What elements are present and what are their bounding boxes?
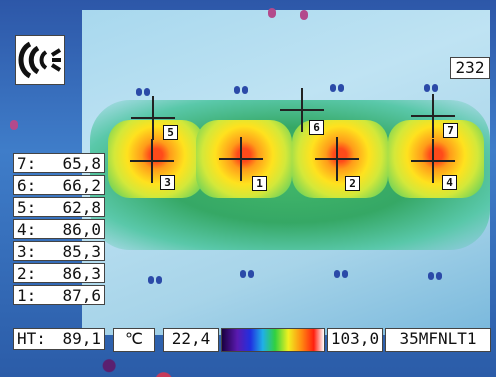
crosshair-1[interactable] <box>219 137 263 181</box>
device-code: 35MFNLT1 <box>385 328 491 352</box>
crosshair-3[interactable] <box>130 139 174 183</box>
marker-label-7: 7 <box>443 123 458 138</box>
scale-max-value: 103,0 <box>327 328 383 352</box>
row-value: 62,8 <box>62 198 101 217</box>
crosshair-2[interactable] <box>315 137 359 181</box>
hotspot-4 <box>388 120 484 198</box>
hotspot-3 <box>108 120 204 198</box>
row-label: 7: <box>17 154 37 173</box>
crosshair-5[interactable] <box>131 96 175 140</box>
row-value: 86,0 <box>62 220 101 239</box>
row-value: 87,6 <box>62 286 101 305</box>
row-label: 6: <box>17 176 37 195</box>
marker-label-3: 3 <box>160 175 175 190</box>
component-dot <box>428 272 434 280</box>
row-label: 1: <box>17 286 37 305</box>
measurement-list: 7: 65,8 6: 66,2 5: 62,8 4: 86,0 3: 85,3 2: 86,… <box>13 153 105 307</box>
device-logo <box>15 35 65 85</box>
component-dot <box>136 88 142 96</box>
row-value: 86,3 <box>62 264 101 283</box>
row-label: 5: <box>17 198 37 217</box>
marker-label-1: 1 <box>252 176 267 191</box>
component-dot <box>148 276 154 284</box>
measurement-row: 7: 65,8 <box>13 153 105 173</box>
measurement-row: 4: 86,0 <box>13 219 105 239</box>
marker-label-5: 5 <box>163 125 178 140</box>
color-scale-bar <box>221 328 325 352</box>
ht-readout: HT: 89,1 <box>13 328 105 350</box>
component-dot <box>234 86 240 94</box>
scale-min-value: 22,4 <box>163 328 219 352</box>
component-dot <box>330 84 336 92</box>
unit-indicator[interactable]: ℃ <box>113 328 155 352</box>
component-dot <box>424 84 430 92</box>
component-dot <box>240 270 246 278</box>
row-label: 4: <box>17 220 37 239</box>
crosshair-7[interactable] <box>411 94 455 138</box>
measurement-row: 2: 86,3 <box>13 263 105 283</box>
signal-icon <box>18 41 62 79</box>
marker-label-2: 2 <box>345 176 360 191</box>
ht-value: 89,1 <box>62 329 101 348</box>
component-dot <box>10 120 18 130</box>
measurement-row: 5: 62,8 <box>13 197 105 217</box>
component-dot <box>268 8 276 18</box>
crosshair-6[interactable] <box>280 88 324 132</box>
row-label: 3: <box>17 242 37 261</box>
measurement-row: 1: 87,6 <box>13 285 105 305</box>
row-label: 2: <box>17 264 37 283</box>
measurement-row: 3: 85,3 <box>13 241 105 261</box>
top-right-readout: 232 <box>450 57 490 79</box>
row-value: 66,2 <box>62 176 101 195</box>
component-dot <box>334 270 340 278</box>
marker-label-4: 4 <box>442 175 457 190</box>
component-dot <box>300 10 308 20</box>
crosshair-4[interactable] <box>411 139 455 183</box>
marker-label-6: 6 <box>309 120 324 135</box>
measurement-row: 6: 66,2 <box>13 175 105 195</box>
row-value: 85,3 <box>62 242 101 261</box>
row-value: 65,8 <box>62 154 101 173</box>
ht-label: HT: <box>17 329 46 348</box>
